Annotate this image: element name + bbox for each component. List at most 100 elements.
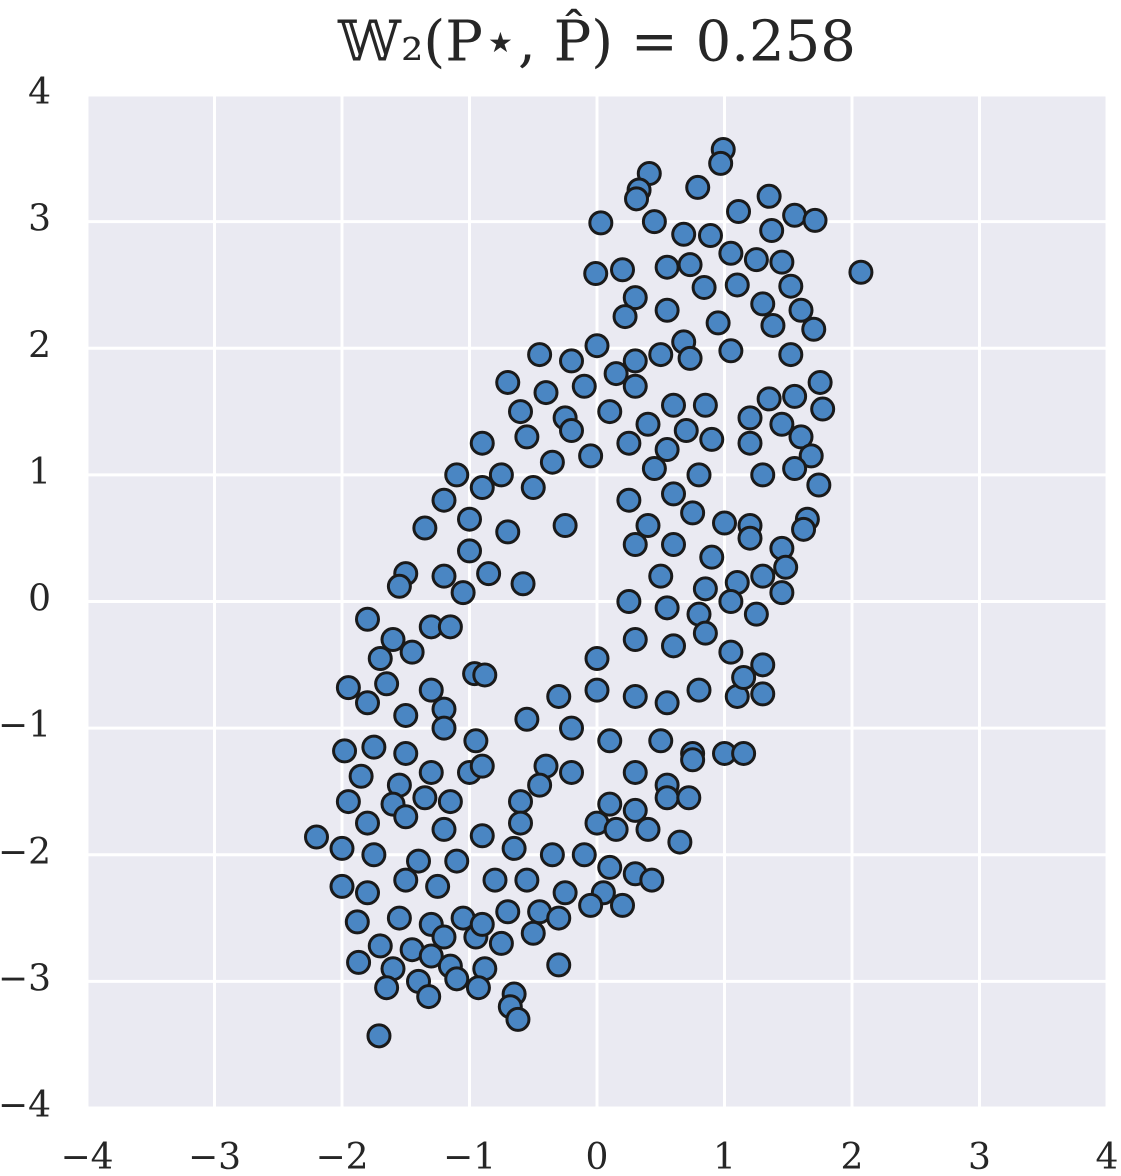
- scatter-point: [355, 810, 380, 836]
- x-tick-label: −4: [60, 1137, 113, 1176]
- scatter-point: [685, 174, 711, 200]
- scatter-point: [514, 706, 540, 732]
- scatter-point: [692, 620, 718, 646]
- scatter-point: [648, 728, 674, 754]
- scatter-point: [393, 740, 419, 766]
- scatter-point: [584, 645, 610, 671]
- scatter-point: [437, 789, 463, 815]
- scatter-point: [654, 785, 680, 811]
- scatter-point: [610, 892, 635, 918]
- scatter-point: [677, 252, 703, 278]
- scatter-point: [578, 892, 604, 918]
- scatter-point: [505, 1006, 531, 1032]
- scatter-point: [708, 150, 734, 176]
- scatter-point: [616, 589, 642, 614]
- scatter-point: [597, 791, 623, 817]
- scatter-point: [756, 386, 782, 412]
- scatter-point: [508, 399, 533, 425]
- x-tick-label: 0: [586, 1137, 609, 1176]
- scatter-point: [622, 373, 648, 399]
- scatter-point: [374, 975, 400, 1001]
- scatter-point: [759, 217, 785, 243]
- scatter-point: [654, 595, 680, 621]
- scatter-point: [731, 664, 757, 690]
- scatter-point: [671, 221, 697, 247]
- scatter-point: [418, 677, 444, 703]
- scatter-point: [583, 261, 609, 287]
- scatter-point: [344, 909, 370, 935]
- scatter-point: [676, 785, 702, 811]
- scatter-point: [654, 690, 680, 716]
- scatter-point: [559, 348, 584, 374]
- scatter-point: [705, 310, 731, 336]
- scatter-point: [610, 257, 635, 283]
- scatter-point: [520, 920, 546, 946]
- scatter-point: [495, 519, 521, 545]
- scatter-point: [807, 369, 833, 395]
- y-tick-label: −4: [0, 1085, 51, 1126]
- scatter-point: [335, 675, 361, 701]
- scatter-point: [680, 500, 706, 526]
- scatter-point: [726, 198, 752, 224]
- scatter-point: [488, 930, 514, 956]
- scatter-point: [559, 715, 584, 741]
- scatter-point: [431, 924, 457, 950]
- scatter-point: [737, 525, 763, 551]
- scatter-point: [501, 835, 527, 861]
- scatter-point: [588, 210, 614, 236]
- scatter-point: [444, 848, 470, 874]
- scatter-point: [495, 899, 521, 925]
- scatter-point: [406, 848, 431, 874]
- scatter-point: [508, 810, 533, 836]
- scatter-point: [482, 867, 508, 893]
- scatter-point: [737, 430, 763, 456]
- scatter-point: [622, 348, 648, 374]
- scatter-point: [782, 383, 808, 409]
- scatter-point: [686, 677, 712, 703]
- scatter-point: [476, 561, 502, 587]
- scatter-point: [416, 984, 442, 1010]
- scatter-point: [578, 443, 604, 469]
- scatter-point: [584, 677, 610, 703]
- scatter-point: [425, 873, 451, 899]
- scatter-point: [431, 816, 457, 842]
- scatter-point: [457, 538, 482, 564]
- scatter-point: [527, 342, 553, 368]
- scatter-point: [412, 785, 438, 811]
- scatter-point: [571, 842, 597, 868]
- y-tick-label: −2: [0, 832, 51, 873]
- y-tick-label: 2: [28, 325, 51, 366]
- scatter-point: [750, 291, 776, 317]
- scatter-point: [444, 462, 470, 488]
- scatter-point: [329, 873, 355, 899]
- scatter-point: [680, 747, 706, 773]
- scatter-point: [750, 652, 776, 678]
- scatter-point: [386, 905, 412, 931]
- x-tick-label: −3: [188, 1137, 241, 1176]
- scatter-point: [773, 554, 799, 580]
- scatter-point: [335, 789, 361, 815]
- scatter-point: [848, 259, 874, 285]
- scatter-point: [782, 202, 808, 228]
- scatter-point: [495, 369, 521, 395]
- scatter-point: [332, 738, 358, 764]
- x-tick-label: −1: [443, 1137, 496, 1176]
- y-tick-label: −3: [0, 958, 51, 999]
- scatter-point: [450, 580, 476, 606]
- scatter-point: [552, 513, 578, 539]
- scatter-point: [329, 835, 355, 861]
- scatter-point: [527, 772, 553, 798]
- scatter-point: [691, 274, 717, 300]
- scatter-point: [622, 683, 648, 709]
- scatter-point: [374, 671, 400, 697]
- y-tick-label: 0: [28, 579, 51, 620]
- y-tick-label: −1: [0, 705, 51, 746]
- x-tick-label: 3: [968, 1137, 991, 1176]
- scatter-point: [622, 285, 648, 311]
- scatter-point: [431, 563, 457, 589]
- scatter-point: [718, 240, 744, 266]
- scatter-point: [622, 797, 648, 823]
- scatter-point: [463, 728, 489, 754]
- scatter-point: [393, 867, 419, 893]
